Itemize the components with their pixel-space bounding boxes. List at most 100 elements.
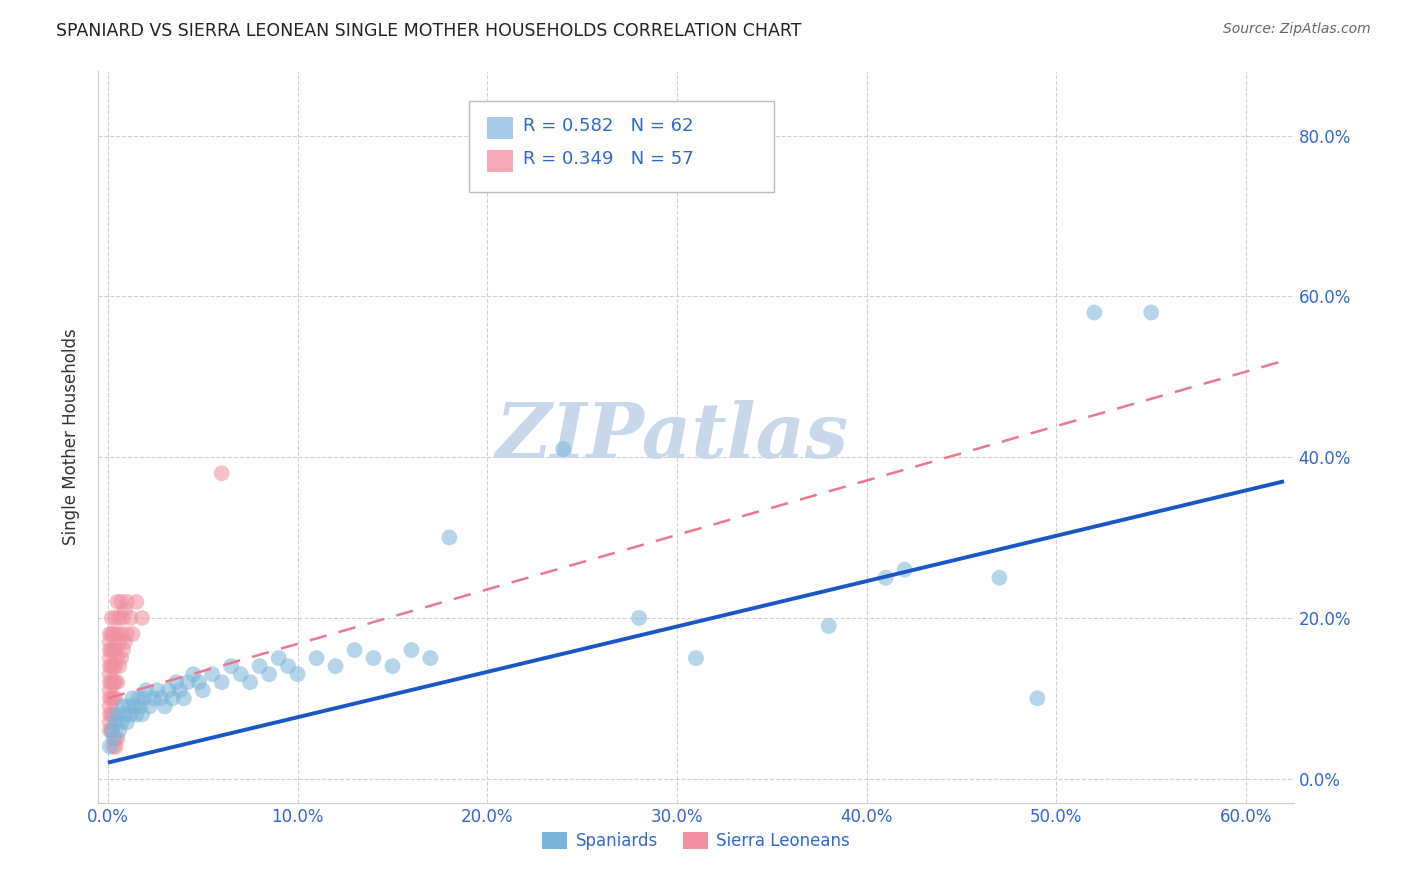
- Spaniards: [1026, 691, 1049, 706]
- Spaniards: [103, 731, 125, 746]
- Sierra Leoneans: [100, 723, 122, 738]
- Sierra Leoneans: [105, 595, 128, 609]
- Spaniards: [142, 691, 165, 706]
- Sierra Leoneans: [110, 595, 132, 609]
- Sierra Leoneans: [108, 611, 131, 625]
- Sierra Leoneans: [104, 691, 127, 706]
- Spaniards: [219, 659, 242, 673]
- Spaniards: [127, 691, 149, 706]
- Spaniards: [628, 611, 651, 625]
- Spaniards: [157, 683, 180, 698]
- Spaniards: [249, 659, 271, 673]
- Spaniards: [401, 643, 423, 657]
- Sierra Leoneans: [120, 611, 142, 625]
- Spaniards: [553, 442, 575, 457]
- Spaniards: [363, 651, 385, 665]
- Sierra Leoneans: [98, 659, 121, 673]
- Sierra Leoneans: [104, 739, 127, 754]
- Sierra Leoneans: [98, 723, 121, 738]
- Sierra Leoneans: [131, 611, 153, 625]
- Sierra Leoneans: [103, 659, 125, 673]
- Spaniards: [277, 659, 299, 673]
- Sierra Leoneans: [105, 731, 128, 746]
- Sierra Leoneans: [112, 611, 135, 625]
- Sierra Leoneans: [108, 659, 131, 673]
- Sierra Leoneans: [114, 635, 136, 649]
- Sierra Leoneans: [103, 643, 125, 657]
- Spaniards: [988, 571, 1011, 585]
- Spaniards: [239, 675, 262, 690]
- Spaniards: [169, 683, 191, 698]
- Legend: Spaniards, Sierra Leoneans: Spaniards, Sierra Leoneans: [536, 825, 856, 856]
- Sierra Leoneans: [100, 707, 122, 722]
- Spaniards: [131, 707, 153, 722]
- Sierra Leoneans: [115, 595, 138, 609]
- Sierra Leoneans: [98, 715, 121, 730]
- Spaniards: [287, 667, 309, 681]
- Spaniards: [257, 667, 280, 681]
- Sierra Leoneans: [98, 683, 121, 698]
- Spaniards: [191, 683, 214, 698]
- Spaniards: [138, 699, 160, 714]
- Sierra Leoneans: [100, 675, 122, 690]
- Spaniards: [893, 563, 915, 577]
- Sierra Leoneans: [104, 659, 127, 673]
- Spaniards: [173, 691, 195, 706]
- Spaniards: [104, 715, 127, 730]
- Sierra Leoneans: [103, 627, 125, 641]
- Sierra Leoneans: [100, 643, 122, 657]
- Sierra Leoneans: [110, 651, 132, 665]
- Spaniards: [118, 699, 141, 714]
- Sierra Leoneans: [103, 739, 125, 754]
- FancyBboxPatch shape: [486, 150, 513, 171]
- Sierra Leoneans: [98, 699, 121, 714]
- Spaniards: [153, 699, 176, 714]
- Sierra Leoneans: [104, 731, 127, 746]
- Sierra Leoneans: [110, 627, 132, 641]
- Sierra Leoneans: [105, 651, 128, 665]
- Sierra Leoneans: [98, 691, 121, 706]
- Sierra Leoneans: [98, 627, 121, 641]
- Spaniards: [120, 707, 142, 722]
- Sierra Leoneans: [100, 627, 122, 641]
- Spaniards: [267, 651, 290, 665]
- Spaniards: [439, 531, 461, 545]
- Sierra Leoneans: [112, 643, 135, 657]
- Spaniards: [381, 659, 404, 673]
- FancyBboxPatch shape: [470, 101, 773, 192]
- Text: Source: ZipAtlas.com: Source: ZipAtlas.com: [1223, 22, 1371, 37]
- Spaniards: [124, 699, 146, 714]
- Spaniards: [135, 683, 157, 698]
- Sierra Leoneans: [100, 659, 122, 673]
- Spaniards: [325, 659, 347, 673]
- Spaniards: [108, 723, 131, 738]
- Spaniards: [112, 699, 135, 714]
- Spaniards: [146, 683, 169, 698]
- Spaniards: [100, 723, 122, 738]
- Y-axis label: Single Mother Households: Single Mother Households: [62, 329, 80, 545]
- Text: R = 0.349   N = 57: R = 0.349 N = 57: [523, 150, 693, 168]
- Sierra Leoneans: [115, 627, 138, 641]
- Spaniards: [1140, 305, 1163, 319]
- Sierra Leoneans: [100, 611, 122, 625]
- Spaniards: [129, 699, 152, 714]
- Sierra Leoneans: [104, 643, 127, 657]
- Sierra Leoneans: [98, 675, 121, 690]
- Spaniards: [181, 667, 204, 681]
- FancyBboxPatch shape: [486, 117, 513, 138]
- Spaniards: [125, 707, 148, 722]
- Spaniards: [211, 675, 233, 690]
- Spaniards: [419, 651, 441, 665]
- Spaniards: [176, 675, 198, 690]
- Sierra Leoneans: [105, 675, 128, 690]
- Spaniards: [162, 691, 184, 706]
- Sierra Leoneans: [104, 675, 127, 690]
- Sierra Leoneans: [98, 643, 121, 657]
- Text: ZIPatlas: ZIPatlas: [495, 401, 849, 474]
- Spaniards: [114, 707, 136, 722]
- Spaniards: [229, 667, 252, 681]
- Sierra Leoneans: [211, 467, 233, 481]
- Spaniards: [201, 667, 224, 681]
- Spaniards: [132, 691, 155, 706]
- Sierra Leoneans: [100, 691, 122, 706]
